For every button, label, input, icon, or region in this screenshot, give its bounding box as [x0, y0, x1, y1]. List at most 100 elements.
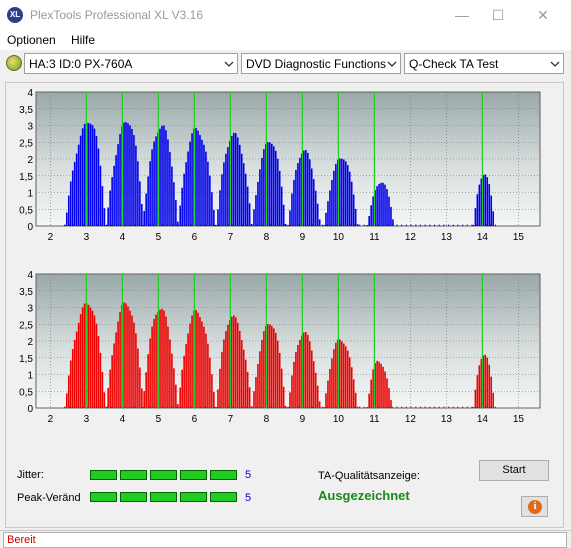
bar	[219, 190, 221, 226]
bar	[71, 170, 74, 226]
bar	[115, 332, 117, 408]
baseline-bar	[302, 406, 305, 408]
baseline-bar	[363, 224, 365, 226]
info-button[interactable]: i	[521, 496, 548, 517]
baseline-bar	[288, 224, 291, 226]
x-tick-label: 14	[477, 232, 489, 243]
baseline-bar	[78, 224, 80, 226]
bar	[303, 150, 305, 226]
bar	[350, 181, 353, 226]
y-tick-label: 1,5	[19, 172, 33, 183]
baseline-bar	[106, 406, 108, 408]
y-tick-label: 0	[27, 222, 33, 233]
bar	[111, 355, 113, 408]
bar	[67, 195, 70, 226]
device-select[interactable]: HA:3 ID:0 PX-760A	[24, 53, 238, 74]
baseline-bar	[433, 406, 436, 408]
baseline-bar	[438, 406, 440, 408]
bar	[316, 203, 319, 226]
bar	[284, 223, 287, 226]
bar	[195, 127, 197, 226]
bar	[236, 322, 239, 408]
bar	[329, 190, 331, 226]
menu-hilfe[interactable]: Hilfe	[71, 33, 96, 47]
bar	[169, 152, 171, 226]
baseline-bar	[424, 406, 426, 408]
bar	[151, 326, 153, 408]
baseline-bar	[78, 406, 80, 408]
bar	[305, 150, 307, 226]
maximize-button[interactable]: ☐	[491, 7, 505, 23]
baseline-bar	[410, 224, 412, 226]
baseline-bar	[415, 406, 417, 408]
bar	[341, 158, 343, 226]
bar	[310, 168, 313, 226]
bar	[253, 209, 255, 226]
minimize-button[interactable]: —	[455, 7, 469, 23]
baseline-bar	[256, 224, 258, 226]
bar	[372, 196, 374, 226]
bar	[490, 195, 493, 226]
baseline-bar	[490, 224, 492, 226]
baseline-bar	[125, 224, 127, 226]
y-tick-label: 4	[27, 270, 33, 281]
bar	[289, 210, 291, 226]
baseline-bar	[279, 224, 281, 226]
peak-meter-segment	[120, 492, 147, 502]
menu-optionen[interactable]: Optionen	[7, 33, 56, 47]
bar	[244, 173, 247, 226]
bar	[282, 386, 285, 408]
baseline-bar	[307, 224, 309, 226]
bar	[107, 387, 109, 408]
y-tick-label: 2	[27, 155, 33, 166]
bar	[346, 350, 349, 408]
bar	[83, 123, 86, 226]
bar	[77, 322, 80, 408]
close-button[interactable]: ✕	[537, 7, 549, 23]
bar	[386, 189, 388, 226]
bar	[352, 194, 355, 226]
y-tick-label: 0	[27, 404, 33, 415]
baseline-bar	[373, 406, 375, 408]
x-tick-label: 11	[369, 414, 380, 425]
bar	[107, 207, 109, 226]
bar	[139, 181, 141, 226]
bar	[259, 351, 261, 408]
bar	[135, 145, 137, 226]
baseline-bar	[260, 406, 262, 408]
peak-meter-segment	[150, 492, 177, 502]
bar	[329, 369, 331, 408]
bar	[99, 165, 102, 226]
bar	[139, 367, 141, 408]
bar	[356, 406, 359, 408]
baseline-bar	[293, 406, 295, 408]
start-button[interactable]: Start	[479, 460, 549, 481]
baseline-bar	[213, 406, 216, 408]
jitter-meter-segment	[210, 470, 237, 480]
baseline-bar	[284, 406, 286, 408]
bar	[213, 210, 215, 226]
status-bar: Bereit	[0, 530, 571, 548]
function-select[interactable]: DVD Diagnostic Functions	[241, 53, 401, 74]
y-tick-label: 1,5	[19, 354, 33, 365]
baseline-bar	[298, 406, 300, 408]
baseline-bar	[476, 406, 478, 408]
bar	[105, 406, 107, 408]
baseline-bar	[466, 406, 468, 408]
baseline-bar	[237, 224, 239, 226]
x-tick-label: 4	[120, 232, 126, 243]
baseline-bar	[73, 224, 75, 226]
bar	[153, 141, 155, 226]
bar	[179, 387, 181, 408]
bar	[325, 393, 327, 408]
test-select[interactable]: Q-Check TA Test	[404, 53, 564, 74]
baseline-bar	[181, 406, 183, 408]
baseline-bar	[162, 224, 164, 226]
y-tick-label: 3	[27, 304, 33, 315]
baseline-bar	[101, 224, 103, 226]
baseline-bar	[115, 406, 117, 408]
baseline-bar	[433, 224, 436, 226]
bar	[65, 212, 68, 226]
bar	[474, 208, 477, 226]
bar	[382, 366, 384, 408]
